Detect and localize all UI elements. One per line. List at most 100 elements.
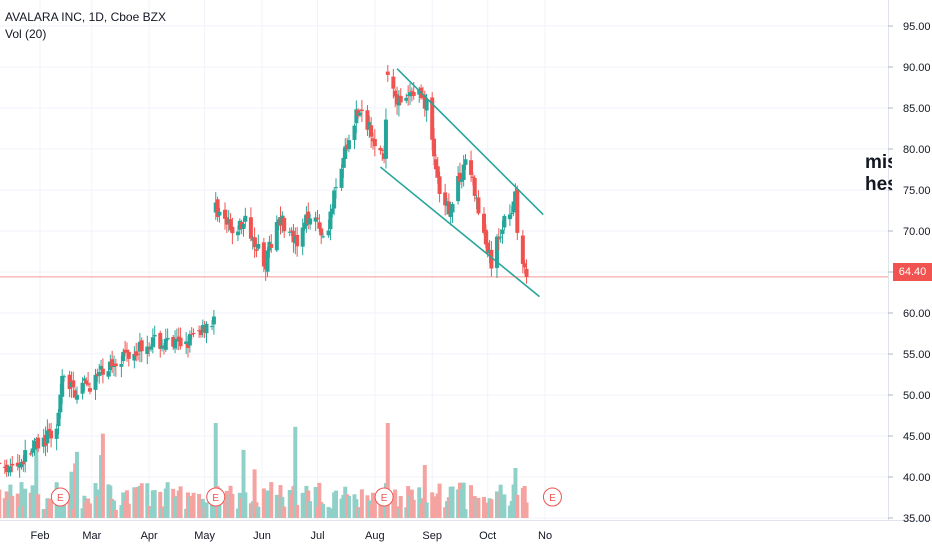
candle-body (217, 211, 222, 216)
candle-body (502, 215, 507, 228)
candle-body (306, 211, 311, 224)
volume-bar (422, 465, 427, 518)
candle-body (254, 249, 259, 251)
candle-body (112, 366, 116, 368)
candle-body (0, 462, 2, 464)
time-axis[interactable]: Feb Mar Apr May Jun Jul Aug Sep Oct No (31, 530, 553, 542)
candle-body (524, 268, 529, 277)
candle-body (359, 109, 364, 112)
volume-bar (139, 483, 144, 518)
candle-body (343, 146, 348, 159)
candle-body (106, 371, 111, 377)
candle-body (145, 346, 150, 354)
y-tick-label: 50.00 (903, 390, 931, 402)
x-tick-label: Sep (422, 530, 442, 542)
y-tick-label: 70.00 (903, 226, 931, 238)
candle-body (398, 95, 403, 103)
earnings-marker[interactable] (374, 487, 394, 507)
candle-body (483, 229, 488, 245)
candle-body (461, 164, 466, 180)
candle-body (67, 374, 72, 390)
y-tick-label: 55.00 (903, 349, 931, 361)
candle-body (158, 332, 163, 349)
y-tick-label: 40.00 (903, 472, 931, 484)
candle-body (408, 92, 412, 97)
candle-body (134, 351, 139, 356)
candle-body (317, 222, 322, 229)
chart-annotation-text[interactable]: mis hes (865, 152, 892, 195)
candle-body (99, 365, 104, 370)
candle-body (411, 91, 416, 96)
y-tick-label: 80.00 (903, 144, 931, 156)
candle-body (110, 359, 115, 368)
candle-body (265, 250, 270, 272)
candle-body (450, 204, 455, 213)
candle-body (500, 229, 505, 235)
x-tick-label: May (194, 530, 215, 542)
candle-body (507, 214, 512, 220)
volume-indicator-title[interactable]: Vol (20) (5, 27, 47, 41)
candle-body (326, 230, 331, 236)
volume-bar (513, 467, 518, 518)
volume-bar (34, 444, 39, 518)
candle-body (383, 119, 388, 159)
candle-body (515, 189, 520, 233)
earnings-marker[interactable] (542, 487, 562, 507)
volume-bar (489, 499, 494, 518)
volume-bar (0, 489, 2, 518)
candle-body (235, 231, 240, 236)
candle-body (308, 218, 313, 225)
candle-body (58, 394, 63, 413)
volume-bar (524, 502, 529, 518)
earnings-marker-label: E (381, 493, 388, 504)
volume-bar (398, 495, 403, 518)
candle-body (21, 461, 26, 465)
candle-body (287, 231, 292, 233)
candle-body (223, 209, 227, 219)
volume-bar (145, 483, 150, 518)
symbol-title[interactable]: AVALARA INC, 1D, Cboe BZX (5, 10, 166, 24)
earnings-marker[interactable] (50, 487, 70, 507)
trendline-upper[interactable] (396, 68, 544, 216)
candle-body (243, 215, 248, 222)
candle-body (187, 334, 192, 346)
candle-body (211, 316, 216, 325)
volume-bar (243, 492, 248, 518)
volume-bar (346, 496, 351, 518)
candle-body (62, 376, 67, 378)
candlesticks (0, 65, 529, 478)
candle-body (36, 437, 41, 449)
volume-bar (359, 489, 364, 518)
y-tick-label: 60.00 (903, 308, 931, 320)
candle-body (378, 147, 383, 151)
candle-body (100, 368, 105, 375)
candle-body (346, 140, 351, 150)
candle-body (10, 463, 15, 466)
candle-body (269, 243, 274, 248)
candle-body (424, 99, 429, 111)
candle-body (482, 213, 486, 233)
x-tick-label: No (538, 530, 552, 542)
candle-body (150, 337, 155, 347)
candle-body (248, 217, 253, 239)
y-tick-label: 95.00 (903, 21, 931, 33)
earnings-marker[interactable] (206, 487, 226, 507)
volume-bar (36, 494, 41, 518)
volume-bar (385, 423, 390, 518)
candle-body (119, 364, 124, 367)
candle-body (49, 430, 54, 439)
volume-bar (393, 489, 398, 518)
candle-body (498, 236, 503, 238)
candle-body (476, 197, 481, 214)
trendlines (379, 68, 544, 298)
price-axis[interactable]: 35.0040.0045.0050.0055.0060.0065.0070.00… (888, 21, 931, 525)
candle-body (75, 394, 79, 400)
candle-body (139, 340, 144, 352)
candle-body (380, 149, 385, 151)
candle-body (173, 339, 178, 349)
candle-body (463, 159, 468, 165)
earnings-marker-label: E (57, 493, 64, 504)
candle-body (178, 337, 183, 347)
trendline-lower[interactable] (379, 166, 541, 298)
